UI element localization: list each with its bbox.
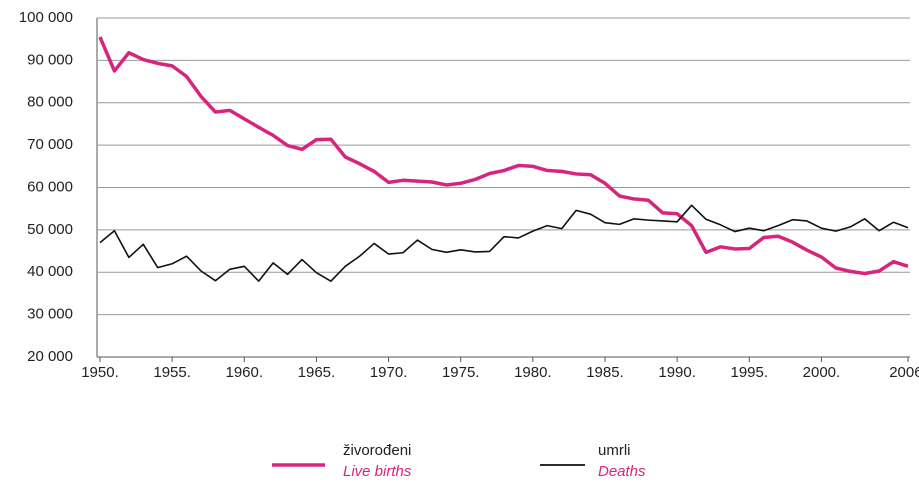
x-tick-label: 1960.: [226, 364, 264, 381]
legend-label-en: Live births: [343, 463, 412, 480]
x-tick-label: 1990.: [658, 364, 696, 381]
legend-label-en: Deaths: [598, 463, 646, 480]
y-tick-label: 100 000: [19, 9, 73, 26]
x-tick-label: 1975.: [442, 364, 480, 381]
series-line: [98, 36, 909, 276]
y-tick-label: 60 000: [27, 178, 73, 195]
y-tick-label: 30 000: [27, 306, 73, 323]
y-tick-label: 40 000: [27, 263, 73, 280]
legend-label: umrli: [598, 442, 631, 459]
x-tick-label: 2006.: [889, 364, 919, 381]
x-tick-label: 1965.: [298, 364, 336, 381]
y-tick-label: 50 000: [27, 221, 73, 238]
x-tick-label: 1980.: [514, 364, 552, 381]
x-tick-label: 1970.: [370, 364, 408, 381]
y-tick-label: 80 000: [27, 94, 73, 111]
x-tick-label: 1950.: [81, 364, 119, 381]
y-tick-label: 90 000: [27, 51, 73, 68]
series-line: [99, 204, 909, 282]
x-tick-label: 1955.: [153, 364, 191, 381]
y-tick-label: 70 000: [27, 136, 73, 153]
y-tick-label: 20 000: [27, 348, 73, 365]
x-tick-label: 1995.: [731, 364, 769, 381]
legend-label: živorođeni: [343, 442, 411, 459]
x-tick-label: 2000.: [803, 364, 841, 381]
x-tick-label: 1985.: [586, 364, 624, 381]
